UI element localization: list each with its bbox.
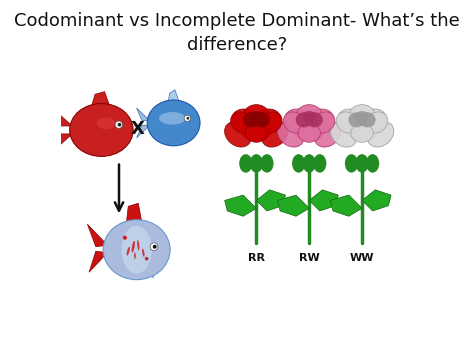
Ellipse shape: [260, 154, 273, 173]
Ellipse shape: [296, 113, 312, 127]
Ellipse shape: [142, 248, 145, 257]
Ellipse shape: [97, 118, 116, 129]
Polygon shape: [138, 260, 157, 278]
Circle shape: [118, 123, 121, 126]
Polygon shape: [89, 251, 108, 272]
Ellipse shape: [243, 113, 259, 127]
Ellipse shape: [312, 112, 335, 133]
Ellipse shape: [359, 109, 386, 131]
Ellipse shape: [356, 111, 368, 123]
Ellipse shape: [262, 122, 288, 147]
Polygon shape: [55, 134, 72, 150]
Ellipse shape: [230, 112, 253, 133]
Ellipse shape: [366, 154, 379, 173]
Ellipse shape: [253, 109, 281, 131]
Text: X: X: [131, 120, 145, 138]
Polygon shape: [176, 129, 188, 141]
Ellipse shape: [307, 113, 322, 127]
Ellipse shape: [254, 113, 270, 127]
Text: difference?: difference?: [187, 37, 287, 54]
Circle shape: [150, 243, 158, 251]
Ellipse shape: [314, 122, 341, 147]
Ellipse shape: [292, 154, 305, 173]
Ellipse shape: [359, 113, 375, 127]
Ellipse shape: [137, 240, 139, 250]
Ellipse shape: [349, 105, 375, 127]
Ellipse shape: [365, 112, 388, 133]
Ellipse shape: [349, 113, 365, 127]
Polygon shape: [330, 195, 362, 216]
Circle shape: [115, 121, 122, 129]
Ellipse shape: [103, 220, 170, 280]
Ellipse shape: [351, 124, 373, 142]
Ellipse shape: [296, 105, 322, 127]
Ellipse shape: [132, 241, 135, 253]
Ellipse shape: [313, 154, 327, 173]
Text: WW: WW: [350, 253, 374, 263]
Ellipse shape: [293, 115, 326, 141]
Ellipse shape: [283, 112, 306, 133]
Ellipse shape: [346, 115, 379, 141]
Circle shape: [153, 245, 156, 248]
Ellipse shape: [277, 122, 304, 147]
Ellipse shape: [367, 122, 394, 147]
Ellipse shape: [260, 112, 282, 133]
Polygon shape: [309, 190, 338, 211]
Polygon shape: [168, 90, 179, 101]
Ellipse shape: [134, 252, 136, 259]
Polygon shape: [55, 110, 72, 126]
Ellipse shape: [338, 109, 365, 131]
Ellipse shape: [250, 154, 263, 173]
Ellipse shape: [70, 104, 133, 156]
Ellipse shape: [232, 109, 259, 131]
Ellipse shape: [345, 154, 358, 173]
Ellipse shape: [159, 112, 185, 125]
Polygon shape: [277, 195, 309, 216]
Polygon shape: [256, 190, 285, 211]
Circle shape: [184, 115, 191, 121]
Polygon shape: [362, 190, 391, 211]
Ellipse shape: [147, 100, 200, 146]
Polygon shape: [105, 138, 120, 152]
Ellipse shape: [356, 154, 369, 173]
Text: RW: RW: [299, 253, 319, 263]
Text: RR: RR: [248, 253, 265, 263]
Circle shape: [123, 236, 127, 240]
Ellipse shape: [245, 124, 268, 142]
Ellipse shape: [225, 122, 251, 147]
Ellipse shape: [302, 154, 316, 173]
Circle shape: [145, 257, 148, 261]
Polygon shape: [92, 92, 109, 105]
Polygon shape: [127, 203, 142, 221]
Circle shape: [186, 117, 189, 120]
Ellipse shape: [239, 154, 253, 173]
Ellipse shape: [298, 124, 320, 142]
Ellipse shape: [240, 115, 273, 141]
Ellipse shape: [250, 111, 262, 123]
Polygon shape: [137, 125, 150, 138]
Ellipse shape: [121, 226, 152, 274]
Ellipse shape: [303, 111, 315, 123]
Ellipse shape: [127, 247, 130, 256]
Ellipse shape: [330, 122, 357, 147]
Text: Codominant vs Incomplete Dominant- What’s the: Codominant vs Incomplete Dominant- What’…: [14, 12, 460, 30]
Ellipse shape: [285, 109, 312, 131]
Ellipse shape: [243, 105, 270, 127]
Polygon shape: [225, 195, 256, 216]
Polygon shape: [87, 224, 108, 247]
Ellipse shape: [306, 109, 333, 131]
Polygon shape: [137, 108, 150, 121]
Ellipse shape: [336, 112, 359, 133]
